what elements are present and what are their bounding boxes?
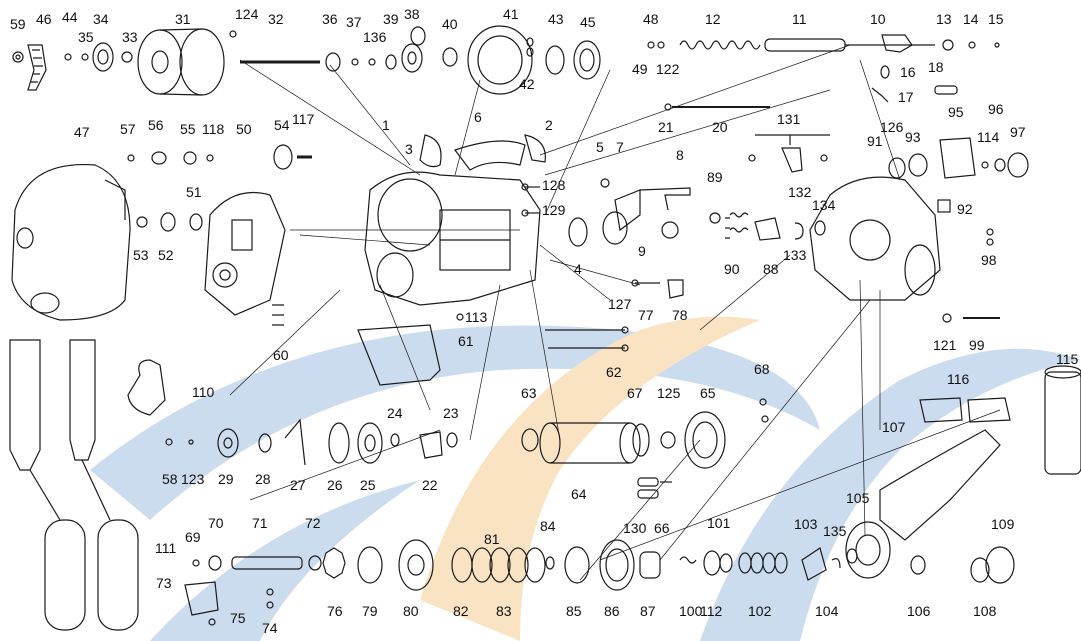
line-art	[9, 25, 1081, 631]
leader-lines	[229, 44, 1001, 581]
watermark	[90, 316, 1081, 641]
